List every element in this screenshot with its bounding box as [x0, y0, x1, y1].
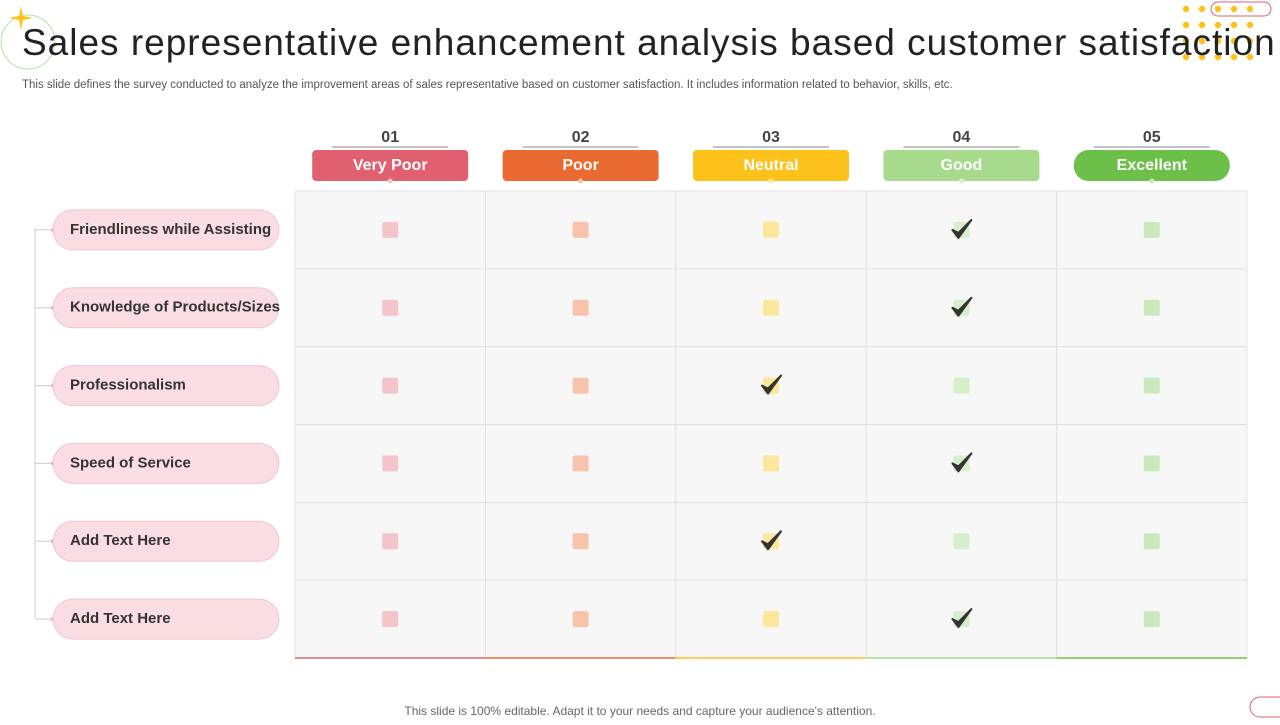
- checkbox: [1143, 611, 1160, 628]
- decor-circle: [0, 14, 56, 70]
- checkbox: [382, 455, 399, 472]
- dot: [1182, 37, 1190, 45]
- row-pill: [52, 365, 280, 407]
- col-number: 01: [381, 129, 399, 146]
- row-pill: [52, 520, 280, 562]
- col-pill: [693, 150, 849, 181]
- subtitle: This slide defines the survey conducted …: [22, 79, 953, 91]
- row-label: Speed of Service: [70, 454, 191, 471]
- checkbox: [763, 221, 779, 238]
- row-pill: [52, 598, 280, 640]
- dot: [1198, 21, 1206, 29]
- row-pill: [52, 442, 280, 484]
- dot: [1230, 21, 1238, 29]
- checkbox: [382, 611, 399, 628]
- checkmark: [951, 296, 973, 317]
- dot: [1246, 21, 1254, 29]
- col-dot: [768, 178, 774, 184]
- row-label: Knowledge of Products/Sizes: [70, 299, 280, 316]
- dot: [1182, 21, 1190, 29]
- row-label: Professionalism: [70, 377, 186, 394]
- dot: [1198, 37, 1206, 45]
- checkbox: [1143, 533, 1160, 550]
- dot: [1246, 5, 1254, 13]
- row-label: Add Text Here: [70, 532, 171, 549]
- dot: [1198, 5, 1206, 13]
- col-label: Good: [941, 157, 983, 174]
- dot: [1230, 53, 1238, 61]
- row-pill: [52, 209, 280, 251]
- decor-pill: [1210, 1, 1272, 17]
- checkbox: [1143, 221, 1160, 238]
- row-pill: [52, 287, 280, 329]
- checkbox: [953, 533, 970, 550]
- dot: [1246, 53, 1254, 61]
- dot: [1230, 5, 1238, 13]
- decor-dots: [1182, 5, 1254, 61]
- checkbox: [1143, 377, 1160, 394]
- checkbox: [382, 299, 399, 316]
- dot: [1214, 37, 1222, 45]
- checkbox: [763, 299, 779, 316]
- footer: This slide is 100% editable. Adapt it to…: [404, 704, 875, 718]
- checkbox: [572, 611, 589, 628]
- col-label: Very Poor: [353, 157, 428, 174]
- col-dot: [958, 178, 964, 184]
- col-number: 04: [953, 129, 971, 146]
- checkbox: [572, 533, 589, 550]
- col-label: Neutral: [743, 157, 798, 174]
- checkmark: [761, 374, 782, 395]
- checkbox: [382, 377, 399, 394]
- checkbox: [572, 221, 589, 238]
- checkmark: [951, 218, 973, 239]
- title: Sales representative enhancement analysi…: [22, 22, 1276, 63]
- dot: [1214, 53, 1222, 61]
- checkbox: [382, 221, 399, 238]
- dot: [1246, 37, 1254, 45]
- checkmark: [951, 452, 973, 473]
- col-label: Poor: [562, 157, 598, 174]
- checkbox: [572, 299, 589, 316]
- col-label: Excellent: [1117, 157, 1188, 174]
- dot: [1198, 53, 1206, 61]
- checkmark: [761, 530, 782, 551]
- checkbox: [763, 611, 779, 628]
- dot: [1214, 21, 1222, 29]
- checkbox: [1143, 299, 1160, 316]
- col-number: 05: [1143, 129, 1161, 146]
- dot: [1182, 5, 1190, 13]
- checkbox: [953, 377, 970, 394]
- col-dot: [578, 178, 584, 184]
- checkbox: [572, 455, 589, 472]
- row-label: Friendliness while Assisting: [70, 221, 271, 238]
- decor-star: [9, 6, 33, 30]
- checkbox: [382, 533, 399, 550]
- col-number: 02: [572, 129, 590, 146]
- checkbox: [1143, 455, 1160, 472]
- col-pill: [1073, 150, 1230, 181]
- col-pill: [502, 150, 659, 181]
- col-dot: [1149, 178, 1155, 184]
- dot: [1230, 37, 1238, 45]
- row-label: Add Text Here: [70, 610, 171, 627]
- col-dot: [387, 178, 393, 184]
- col-pill: [312, 150, 469, 181]
- col-pill: [883, 150, 1040, 181]
- dot: [1214, 5, 1222, 13]
- dot: [1182, 53, 1190, 61]
- col-number: 03: [762, 129, 780, 146]
- checkbox: [572, 377, 589, 394]
- decor-pill: [1249, 696, 1280, 718]
- checkmark: [951, 608, 973, 629]
- checkbox: [763, 455, 779, 472]
